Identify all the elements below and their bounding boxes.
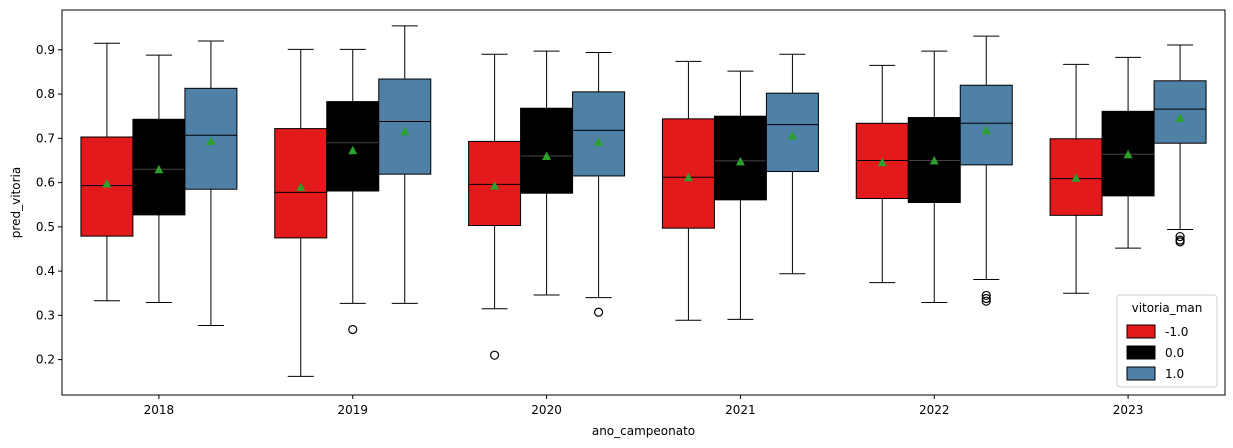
legend-swatch (1126, 324, 1156, 339)
box-iqr (572, 91, 626, 177)
box-iqr (132, 118, 186, 216)
box-2023-series-1.0 (1153, 44, 1207, 247)
mean-marker (877, 157, 887, 167)
legend-label: -1.0 (1165, 325, 1188, 339)
mean-marker (1175, 113, 1185, 122)
box-2023-series-0.0 (1101, 56, 1155, 249)
y-tick-label: 0.6 (36, 176, 55, 190)
legend-entries: -1.0 0.0 1.0 (1126, 324, 1188, 381)
y-tick-label: 0.5 (36, 220, 55, 234)
x-tick-label: 2023 (1113, 403, 1144, 417)
box-2019-series--1.0 (274, 48, 328, 377)
outlier-point (981, 290, 991, 301)
legend-title: vitoria_man (1132, 301, 1203, 315)
x-tick-label: 2021 (725, 403, 756, 417)
x-tick-label: 2018 (144, 403, 175, 417)
legend-label: 1.0 (1165, 367, 1184, 381)
legend-swatch (1126, 366, 1156, 381)
legend-label: 0.0 (1165, 346, 1184, 360)
x-axis: 2018 2019 2020 2021 2022 2023 (144, 395, 1144, 417)
y-tick-label: 0.7 (36, 131, 55, 145)
box-2018-series--1.0 (80, 42, 134, 302)
mean-marker (1123, 149, 1133, 159)
box-2019-series-1.0 (378, 25, 432, 304)
box-2022-series--1.0 (855, 64, 909, 284)
mean-marker (348, 145, 358, 155)
legend: vitoria_man -1.0 0.0 1.0 (1116, 294, 1218, 388)
y-tick-label: 0.3 (36, 308, 55, 322)
box-2023-series--1.0 (1049, 63, 1103, 294)
box-2019-series-0.0 (326, 48, 380, 335)
x-tick-label: 2019 (337, 403, 368, 417)
outlier-point (489, 350, 500, 360)
box-2021-series-1.0 (765, 53, 819, 275)
box-2022-series-0.0 (907, 50, 961, 304)
x-tick-label: 2020 (531, 403, 562, 417)
mean-marker (102, 178, 112, 188)
box-iqr (765, 92, 819, 173)
legend-frame (1116, 294, 1218, 388)
box-2018-series-0.0 (132, 54, 186, 304)
mean-marker (683, 172, 693, 182)
mean-marker (929, 155, 939, 165)
box-2022-series-1.0 (959, 35, 1013, 306)
x-tick-label: 2022 (919, 403, 950, 417)
mean-marker (400, 126, 410, 136)
outlier-point (981, 293, 991, 304)
mean-marker (594, 137, 604, 146)
outlier-point (1175, 231, 1185, 242)
y-tick-label: 0.8 (36, 87, 55, 101)
y-axis-title: pred_vitoria (9, 167, 23, 238)
box-2020-series--1.0 (468, 53, 522, 360)
plot-frame (61, 9, 1226, 396)
box-iqr (1153, 80, 1207, 144)
mean-marker (1071, 173, 1081, 182)
box-2018-series-1.0 (184, 40, 238, 327)
mean-marker (787, 131, 797, 140)
mean-marker (542, 151, 552, 161)
box-2020-series-0.0 (520, 50, 574, 296)
mean-marker (206, 136, 216, 145)
box-iqr (520, 107, 574, 194)
boxes-layer (80, 25, 1207, 377)
y-tick-label: 0.2 (36, 353, 55, 367)
mean-marker (490, 181, 500, 190)
y-axis: 0.2 0.3 0.4 0.5 0.6 0.7 0.8 0.9 (36, 43, 62, 367)
outlier-point (348, 324, 358, 335)
mean-marker (154, 164, 164, 174)
x-axis-title: ano_campeonato (592, 424, 695, 438)
mean-marker (735, 156, 745, 166)
mean-marker (296, 182, 306, 192)
box-2020-series-1.0 (572, 51, 626, 317)
outlier-point (981, 296, 991, 306)
y-tick-label: 0.4 (36, 264, 55, 278)
outlier-point (1175, 237, 1185, 247)
box-iqr (959, 84, 1013, 166)
box-2021-series--1.0 (661, 60, 715, 321)
box-2021-series-0.0 (713, 70, 767, 320)
box-iqr (378, 78, 432, 175)
legend-swatch (1126, 345, 1156, 360)
mean-marker (981, 125, 991, 135)
outlier-point (593, 307, 604, 317)
y-tick-label: 0.9 (36, 43, 55, 57)
